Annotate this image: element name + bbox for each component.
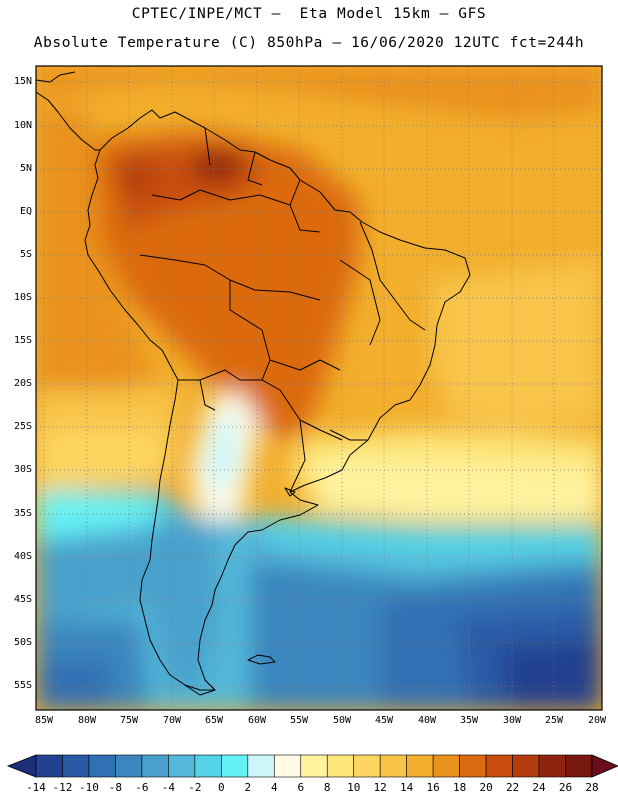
colorbar-tick-label: 18 bbox=[452, 781, 467, 794]
lon-label: 70W bbox=[162, 715, 182, 726]
lon-label: 80W bbox=[77, 715, 97, 726]
lat-label: 35S bbox=[13, 508, 32, 519]
title-line-2: Absolute Temperature (C) 850hPa – 16/06/… bbox=[33, 35, 585, 51]
colorbar-swatch bbox=[62, 754, 90, 778]
lat-label: 10N bbox=[13, 120, 32, 131]
colorbar-swatch bbox=[35, 754, 63, 778]
colorbar-swatch bbox=[485, 754, 513, 778]
colorbar-tick-label: 20 bbox=[479, 781, 493, 794]
lon-label: 35W bbox=[459, 715, 479, 726]
lon-label: 60W bbox=[247, 715, 267, 726]
colorbar-swatch bbox=[353, 754, 381, 778]
colorbar-tick-label: 6 bbox=[297, 781, 305, 794]
colorbar-tick-label: 24 bbox=[532, 781, 546, 794]
title-line-1: CPTEC/INPE/MCT – Eta Model 15km – GFS bbox=[131, 6, 487, 22]
colorbar-swatch bbox=[88, 754, 116, 778]
lat-label: 25S bbox=[13, 421, 32, 432]
colorbar-arrow-low bbox=[6, 754, 37, 778]
colorbar-swatch bbox=[538, 754, 566, 778]
lat-label: 5N bbox=[19, 163, 32, 174]
colorbar-tick-label: 4 bbox=[270, 781, 278, 794]
colorbar-swatch bbox=[273, 754, 302, 778]
colorbar-swatch bbox=[115, 754, 143, 778]
colorbar-tick-label: -12 bbox=[52, 781, 73, 794]
lon-label: 85W bbox=[34, 715, 54, 726]
colorbar-tick-label: -2 bbox=[188, 781, 202, 794]
colorbar-swatch bbox=[194, 754, 222, 778]
lat-label: 5S bbox=[19, 249, 32, 260]
colorbar-tick-label: 22 bbox=[505, 781, 520, 794]
map-frame bbox=[35, 65, 603, 711]
coastlines bbox=[36, 71, 471, 696]
colorbar-tick-label: 0 bbox=[218, 781, 225, 794]
lon-label: 45W bbox=[374, 715, 394, 726]
lat-label: 15N bbox=[13, 76, 32, 87]
lat-label: 40S bbox=[13, 551, 32, 562]
colorbar bbox=[6, 754, 618, 778]
colorbar-tick-label: 2 bbox=[244, 781, 252, 794]
colorbar-tick-label: -4 bbox=[161, 781, 175, 794]
colorbar-tick-label: 8 bbox=[323, 781, 331, 794]
lat-label: 10S bbox=[13, 292, 32, 303]
lon-label: 20W bbox=[587, 715, 607, 726]
lat-label: 45S bbox=[13, 594, 32, 605]
colorbar-tick-label: 26 bbox=[558, 781, 573, 794]
colorbar-tick-label: 14 bbox=[400, 781, 414, 794]
colorbar-tick-label: 10 bbox=[347, 781, 361, 794]
lon-label: 50W bbox=[332, 715, 352, 726]
colorbar-swatch bbox=[512, 754, 540, 778]
colorbar-swatch bbox=[247, 754, 275, 778]
colorbar-tick-label: -6 bbox=[135, 781, 149, 794]
temperature-field bbox=[36, 66, 602, 710]
colorbar-tick-label: -10 bbox=[79, 781, 99, 794]
colorbar-swatch bbox=[300, 754, 328, 778]
colorbar-arrow-high bbox=[591, 754, 618, 778]
colorbar-swatch bbox=[168, 754, 196, 778]
colorbar-tick-label: -14 bbox=[26, 781, 46, 794]
lat-label: 55S bbox=[13, 680, 32, 691]
colorbar-swatch bbox=[406, 754, 434, 778]
lon-label: 75W bbox=[119, 715, 139, 726]
lon-label: 55W bbox=[289, 715, 309, 726]
lon-label: 40W bbox=[417, 715, 437, 726]
colorbar-tick-label: 28 bbox=[585, 781, 599, 794]
colorbar-swatch bbox=[141, 754, 169, 778]
colorbar-tick-label: 12 bbox=[373, 781, 387, 794]
colorbar-tick-label: -8 bbox=[108, 781, 123, 794]
lat-label: 20S bbox=[13, 378, 32, 389]
colorbar-swatch bbox=[565, 754, 593, 778]
colorbar-tick-label: 16 bbox=[426, 781, 440, 794]
lon-label: 30W bbox=[502, 715, 522, 726]
colorbar-swatch bbox=[326, 754, 355, 778]
graticule bbox=[36, 66, 602, 710]
lat-label: 30S bbox=[13, 464, 32, 475]
lat-label: EQ bbox=[19, 206, 32, 217]
lat-label: 15S bbox=[13, 335, 32, 346]
lat-label: 50S bbox=[13, 637, 32, 648]
colorbar-swatch bbox=[459, 754, 487, 778]
colorbar-swatch bbox=[432, 754, 460, 778]
lon-label: 65W bbox=[204, 715, 224, 726]
colorbar-swatch bbox=[379, 754, 407, 778]
colorbar-swatch bbox=[221, 754, 249, 778]
lon-label: 25W bbox=[544, 715, 564, 726]
